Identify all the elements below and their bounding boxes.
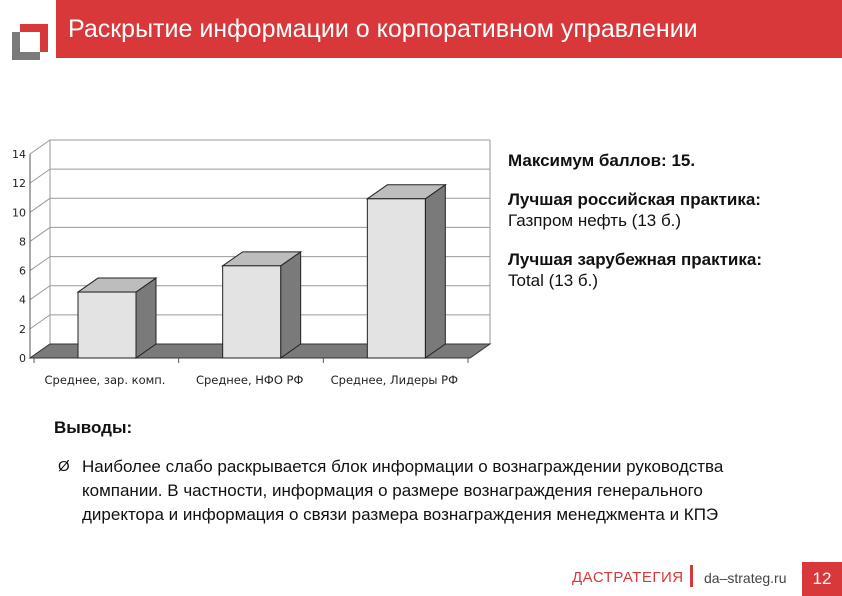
conclusion-text: Наиболее слабо раскрывается блок информа… [82, 457, 724, 524]
x-tick-label: Среднее, Лидеры РФ [331, 373, 458, 387]
best-russian-value: Газпром нефть (13 б.) [508, 211, 682, 230]
y-tick-label: 0 [19, 352, 26, 365]
bar-side-1 [280, 250, 302, 359]
y-tick-label: 2 [19, 323, 26, 336]
bullet-arrow-icon: Ø [58, 458, 70, 475]
x-tick-label: Среднее, НФО РФ [196, 373, 304, 387]
bar-chart: 0 2 4 6 8 10 12 14 Среднее, зар. комп. Среднее, Н… [12, 139, 492, 387]
bar-2 [366, 198, 426, 359]
bar-0 [77, 291, 137, 359]
conclusions-title: Выводы: [54, 418, 133, 437]
y-tick-label: 6 [19, 265, 26, 278]
max-score: Максимум баллов: 15. [508, 151, 696, 170]
footer-brand-logo: ДАСТРАТЕГИЯ [572, 569, 684, 586]
bar-1 [222, 265, 282, 359]
page-number: 12 [802, 562, 842, 596]
logo-square-white [20, 32, 40, 52]
best-foreign-value: Total (13 б.) [508, 271, 599, 290]
footer-divider [690, 565, 693, 587]
y-tick-label: 8 [19, 235, 26, 248]
footer-url: da–strateg.ru [704, 570, 787, 586]
header-bar [56, 0, 842, 58]
bar-side-2 [424, 183, 446, 359]
y-tick-label: 14 [12, 148, 26, 161]
best-russian-label: Лучшая российская практика: [508, 190, 761, 209]
best-foreign-label: Лучшая зарубежная практика: [508, 250, 762, 269]
y-tick-label: 12 [12, 177, 26, 190]
page-title: Раскрытие информации о корпоративном упр… [68, 15, 698, 43]
x-tick-label: Среднее, зар. комп. [45, 373, 166, 387]
y-tick-label: 4 [19, 294, 26, 307]
y-tick-label: 10 [12, 206, 26, 219]
